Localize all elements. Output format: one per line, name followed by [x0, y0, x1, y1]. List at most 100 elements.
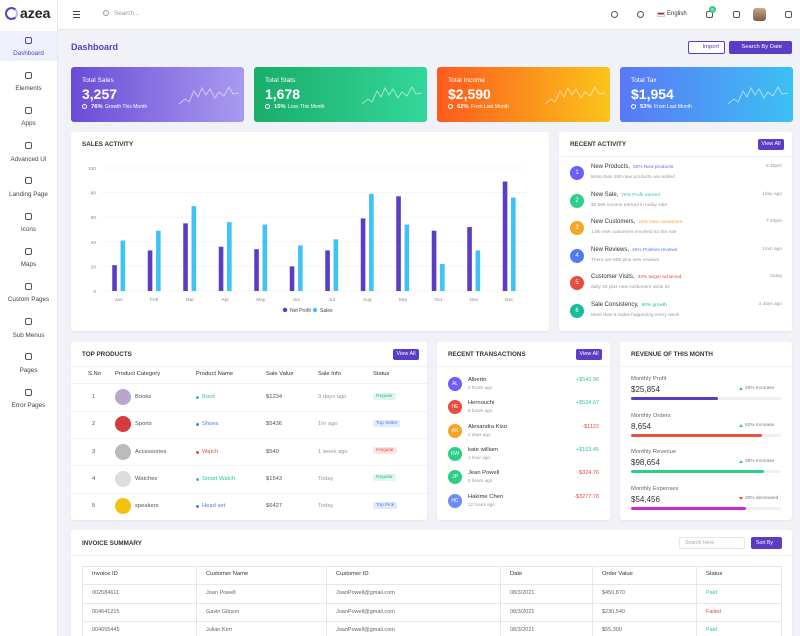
column-header: Status	[373, 371, 390, 377]
trend-arrow	[739, 423, 743, 427]
menu-item[interactable]: Icons	[20, 226, 37, 233]
search-icon	[103, 10, 109, 16]
column-header: Date	[510, 571, 523, 577]
cell: Book	[202, 394, 216, 400]
menu-item[interactable]: Pages	[19, 366, 38, 374]
bar	[120, 240, 126, 291]
stat-title: Total Income	[448, 77, 485, 84]
status-dot	[196, 423, 199, 427]
menu-item[interactable]: Sub Menus	[12, 331, 45, 339]
column-header: S.No	[88, 371, 101, 377]
page-title: Dashboard	[71, 42, 119, 52]
bar	[502, 181, 508, 291]
search-input[interactable]: Search...	[114, 10, 140, 17]
cell: $55,300	[602, 627, 622, 633]
sparkline-path	[179, 85, 239, 105]
menu-toggle-bar	[73, 17, 80, 19]
product-icon	[115, 470, 131, 487]
cell: JoanPowell@gmail.com	[336, 590, 395, 596]
search-date-button[interactable]: Search By Date	[729, 41, 792, 54]
cell: $1543	[266, 475, 283, 482]
bar	[298, 245, 303, 291]
row-divider	[71, 492, 427, 494]
top-products-card: TOP PRODUCTS View All S.No Product Category…	[71, 342, 427, 520]
activity-time: 1day ago	[762, 191, 782, 197]
status-badge: Paid	[706, 590, 718, 596]
x-tick-label: Feb	[150, 297, 159, 303]
menu-item[interactable]: Error Pages	[11, 402, 46, 409]
x-tick-label: Dec	[505, 297, 514, 303]
menu-icon	[25, 388, 32, 396]
activity-title: New Customers,	[591, 219, 636, 226]
cell: 002584611	[92, 590, 120, 596]
bar	[191, 206, 197, 291]
activity-title: New Products,	[591, 164, 631, 170]
cell: $230,540	[602, 608, 625, 615]
avatar-initials: AK	[448, 423, 462, 438]
menu-item[interactable]: Advanced UI	[10, 155, 47, 163]
cell: 004641215	[92, 608, 120, 615]
row-divider	[71, 410, 427, 412]
language-select[interactable]: English	[667, 11, 687, 17]
transaction-time: 2 hours ago	[468, 385, 493, 390]
menu-icon	[25, 282, 32, 290]
import-button[interactable]: Import	[688, 41, 725, 54]
legend-marker	[282, 307, 288, 313]
activity-description: daily 20 plus new customers visits us	[591, 285, 670, 291]
activity-title: New Reviews,	[591, 246, 630, 253]
status-dot	[196, 450, 199, 454]
transaction-name: Alexandra Kiso	[468, 423, 507, 430]
header-icon[interactable]	[637, 11, 644, 18]
stat-percent: 53%	[640, 103, 652, 110]
view-all-button[interactable]: View All	[393, 349, 419, 360]
bar	[254, 249, 259, 291]
menu-item[interactable]: Custom Pages	[7, 296, 50, 304]
progress-bar	[631, 470, 764, 473]
revenue-change: 62% Increase	[745, 422, 775, 428]
menu-item[interactable]: Maps	[20, 261, 37, 269]
status-badge: Irregular	[373, 447, 397, 455]
menu-item[interactable]: Landing Page	[9, 190, 48, 198]
stat-card: Total Tax $1,954 53% From Last Month	[620, 67, 793, 122]
activity-description: $2,566 income earned in today sale	[591, 202, 668, 208]
bar	[262, 224, 268, 291]
activity-time: 6:45pm	[766, 164, 782, 169]
x-tick-label: Mar	[186, 297, 195, 303]
column-header: Invoice ID	[92, 571, 118, 577]
active-menu-background	[0, 31, 57, 61]
activity-tag: 24% New customers	[638, 220, 683, 226]
menu-item[interactable]: Dashboard	[13, 50, 44, 57]
divider	[559, 156, 792, 157]
logo-icon	[5, 7, 18, 20]
cell: 3	[92, 448, 96, 455]
header-icon[interactable]	[785, 11, 792, 18]
menu-item[interactable]: Apps	[21, 120, 36, 128]
avatar-initials: HC	[448, 493, 462, 508]
product-icon	[115, 416, 131, 433]
view-all-button[interactable]: View All	[576, 349, 602, 360]
column-divider	[500, 566, 501, 636]
column-divider	[326, 566, 327, 636]
cell: Shoes	[202, 421, 219, 428]
avatar-initials: JP	[448, 470, 462, 485]
activity-description: More than 5 Sales happening every week	[591, 313, 680, 318]
legend-label: Net Profit	[290, 308, 311, 314]
cell: Today	[318, 475, 334, 482]
view-all-button[interactable]: View All	[758, 139, 784, 150]
header-icon[interactable]	[611, 11, 618, 18]
recent-transactions-card: RECENT TRANSACTIONS View All AL Alberto 2 ho…	[437, 342, 610, 520]
cell: $450,870	[602, 590, 625, 596]
search-input[interactable]: Search Here	[679, 537, 745, 549]
avatar[interactable]	[753, 8, 766, 21]
cell: $540	[266, 448, 279, 455]
activity-title: New Sale,	[591, 191, 619, 198]
stat-card: Total Sales 3,257 76% Growth This Month	[71, 67, 244, 122]
sort-button[interactable]: Sort By	[751, 537, 782, 549]
sales-chart: 0 20 40 60 80 100 Jan Feb Mar Apr May Jun Jul Aug Sep O…	[88, 166, 527, 314]
column-divider	[196, 566, 197, 636]
menu-item[interactable]: Elements	[15, 85, 42, 93]
bar	[431, 230, 437, 291]
header-icon[interactable]	[733, 11, 740, 18]
sparkline	[728, 85, 788, 105]
legend-marker	[312, 307, 318, 313]
